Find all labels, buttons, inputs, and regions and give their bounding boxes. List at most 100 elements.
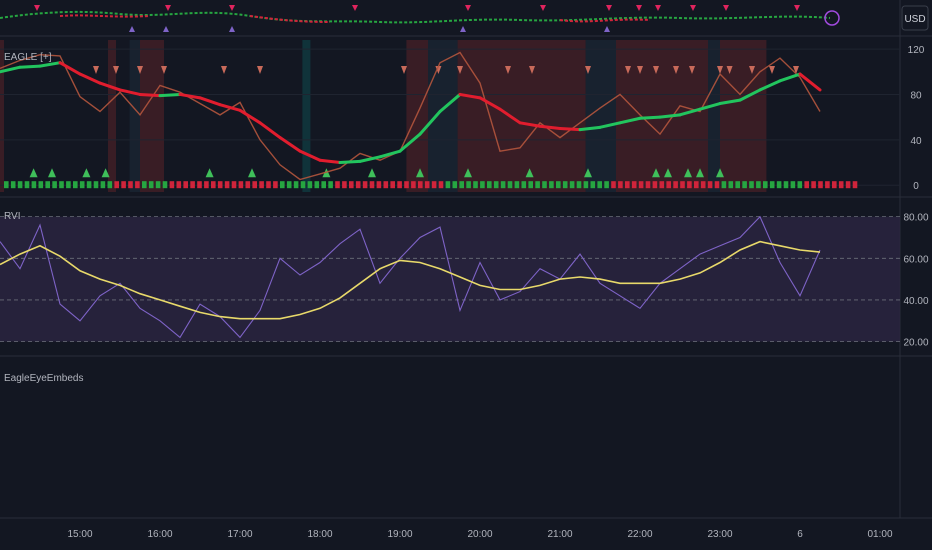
sell-marker	[653, 66, 659, 74]
signal-bar	[176, 181, 182, 189]
rvi-axis-ticks: 80.00 60.00 40.00 20.00	[903, 213, 928, 349]
buy-marker	[525, 168, 534, 178]
signal-bar	[383, 181, 389, 189]
signal-bar	[493, 181, 499, 189]
trend-line-segment	[118, 88, 142, 96]
buy-marker	[248, 168, 256, 178]
signal-bar	[93, 181, 99, 189]
sell-marker	[505, 66, 511, 74]
signal-bar	[66, 181, 71, 189]
time-tick-label: 23:00	[707, 529, 732, 540]
signal-bar	[245, 181, 251, 189]
signal-bar	[328, 181, 333, 189]
signal-bar	[597, 181, 602, 189]
time-tick-label: 16:00	[147, 529, 172, 540]
eagle-pane: 120 80 40 0 EAGLE [+]	[0, 40, 925, 192]
embeds-pane-label[interactable]: EagleEyeEmbeds	[4, 373, 84, 384]
signal-bar	[211, 181, 216, 189]
trend-line-segment	[578, 125, 602, 132]
sell-marker	[529, 66, 535, 74]
currency-button[interactable]: USD	[901, 5, 929, 31]
eagle-pane-label[interactable]: EAGLE [+]	[4, 52, 52, 63]
sell-marker	[793, 66, 799, 74]
buy-marker	[696, 168, 704, 178]
signal-bar	[514, 181, 520, 189]
signal-bar	[666, 181, 671, 189]
buy-marker	[716, 168, 724, 178]
signal-bar	[107, 181, 113, 189]
trend-line-segment	[158, 92, 182, 98]
signal-bar	[142, 181, 147, 189]
signal-bar	[638, 181, 644, 189]
eagle-shaded-zones	[0, 40, 767, 192]
signal-bar	[300, 181, 306, 189]
signal-bar	[280, 181, 285, 189]
rvi-pane-label[interactable]: RVI	[4, 211, 21, 222]
trend-line-segment	[0, 65, 22, 74]
shaded-zone	[129, 40, 140, 192]
time-axis: 15:00 16:00 17:00 18:00 19:00 20:00 21:00 22:00…	[67, 529, 892, 540]
rvi-band-fill	[0, 216, 900, 342]
signal-bar	[169, 181, 175, 189]
rvi-band	[0, 216, 900, 342]
signal-bar	[811, 181, 816, 189]
signal-bar	[852, 181, 858, 189]
signal-bar	[59, 181, 64, 189]
trend-line-segment	[558, 126, 582, 132]
signal-bar	[776, 181, 782, 189]
time-tick-label: 17:00	[227, 529, 252, 540]
signal-bar	[190, 181, 195, 189]
signal-bar	[418, 181, 423, 189]
signal-bar	[38, 181, 44, 189]
eagle-tick-label: 40	[910, 136, 922, 147]
eagle-axis-ticks: 120 80 40 0	[908, 45, 925, 192]
signal-bar	[31, 181, 37, 189]
buy-marker	[684, 168, 692, 178]
shaded-zone	[406, 40, 428, 192]
signal-bar	[763, 181, 768, 189]
signal-bar	[183, 181, 188, 189]
signal-bar	[162, 181, 168, 189]
signal-bar	[45, 181, 50, 189]
signal-bar	[79, 181, 85, 189]
trend-line-segment	[438, 92, 462, 113]
signal-bar	[583, 181, 589, 189]
shaded-zone	[720, 40, 767, 192]
shaded-zone	[457, 40, 586, 192]
signal-bar	[135, 181, 140, 189]
signal-bar	[631, 181, 637, 189]
signal-bar	[148, 181, 154, 189]
trend-line-segment	[218, 103, 242, 112]
rvi-lines	[0, 215, 821, 339]
sell-marker	[689, 66, 695, 74]
signal-bar	[307, 181, 313, 189]
trend-line-segment	[418, 109, 442, 136]
signal-bar	[618, 181, 623, 189]
signal-bar	[321, 181, 326, 189]
signal-bar	[459, 181, 464, 189]
signal-bar	[445, 181, 451, 189]
sell-marker	[401, 66, 407, 74]
rvi-tick-label: 40.00	[903, 296, 928, 307]
signal-bar	[783, 181, 789, 189]
shaded-zone	[585, 40, 616, 192]
signal-bar	[507, 181, 513, 189]
sell-marker	[113, 66, 119, 74]
time-tick-label: 20:00	[467, 529, 492, 540]
signal-bar	[362, 181, 368, 189]
signal-bar	[314, 181, 320, 189]
rvi-pane: 80.00 60.00 40.00 20.00 RVI	[0, 211, 929, 349]
signal-bar	[700, 181, 706, 189]
signal-bar	[480, 181, 485, 189]
trend-line-segment	[338, 159, 362, 165]
signal-bar	[487, 181, 492, 189]
trend-line-segment	[258, 121, 282, 140]
sell-marker	[161, 66, 167, 74]
sell-marker	[221, 66, 227, 74]
trend-line-segment	[678, 107, 702, 117]
currency-label: USD	[904, 14, 925, 25]
signal-bar	[404, 181, 409, 189]
signal-bar	[266, 181, 271, 189]
signal-bar	[438, 181, 444, 189]
